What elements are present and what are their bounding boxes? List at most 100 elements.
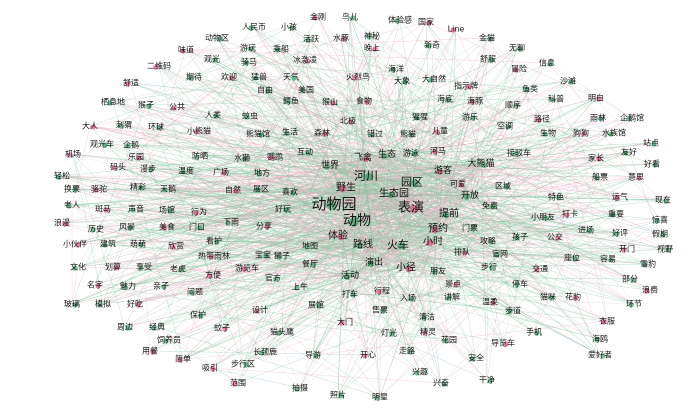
- network-edge: [386, 154, 504, 187]
- network-edge: [425, 21, 631, 280]
- network-edge: [345, 187, 635, 305]
- node-label: 体验: [328, 229, 348, 242]
- network-edge: [349, 275, 535, 333]
- network-edge: [123, 124, 491, 303]
- node-label: 熊猫馆: [246, 129, 270, 139]
- network-edge: [102, 208, 139, 245]
- node-label: 猴山: [322, 97, 338, 107]
- network-edge: [379, 193, 395, 311]
- network-edge: [432, 241, 450, 341]
- network-edge: [448, 185, 504, 215]
- node-marker: [138, 242, 144, 248]
- network-edge: [480, 163, 609, 260]
- network-edge: [386, 154, 556, 238]
- node-label: 船票: [592, 172, 608, 182]
- network-edge: [410, 207, 601, 356]
- network-edge: [432, 132, 615, 243]
- network-edge: [362, 132, 549, 159]
- node-label: 接驳车: [507, 148, 531, 158]
- node-marker: [411, 179, 419, 187]
- node-marker: [462, 250, 468, 256]
- node-marker: [487, 378, 493, 384]
- node-marker: [513, 103, 519, 109]
- network-edge: [362, 244, 477, 359]
- network-edge: [127, 228, 439, 287]
- network-edge: [410, 117, 633, 154]
- node-label: 小熊猫: [187, 126, 211, 136]
- network-edge: [299, 207, 412, 389]
- node-marker: [636, 175, 642, 181]
- network-edge: [117, 154, 388, 168]
- network-edge: [407, 163, 482, 299]
- network-edge: [411, 181, 549, 298]
- network-edge: [474, 100, 637, 178]
- network-edge: [442, 170, 549, 298]
- network-edge: [107, 243, 351, 277]
- network-edge: [317, 16, 471, 197]
- network-edge: [71, 191, 291, 305]
- network-edge: [61, 175, 383, 292]
- node-marker: [294, 386, 300, 392]
- node-label: 轻松: [54, 171, 70, 181]
- node-label: 游泳: [403, 148, 419, 158]
- network-edge: [253, 26, 501, 255]
- network-edge: [401, 80, 409, 135]
- network-edge: [299, 286, 514, 312]
- network-edge: [489, 185, 504, 303]
- node-label: 海洋: [388, 64, 404, 74]
- node-marker: [594, 337, 600, 343]
- network-edge: [337, 236, 521, 396]
- network-edge: [395, 68, 439, 272]
- network-edge: [130, 82, 168, 228]
- node-label: 老人: [64, 200, 80, 210]
- node-marker: [210, 366, 216, 372]
- node-label: 路径: [534, 114, 550, 124]
- node-marker: [248, 25, 254, 31]
- node-label: 吸引: [202, 364, 218, 373]
- node-label: 企鹅: [123, 140, 139, 150]
- node-marker: [372, 46, 378, 52]
- node-marker: [564, 212, 570, 218]
- node-label: 打车: [342, 289, 358, 299]
- network-edge: [469, 58, 489, 197]
- network-edge: [555, 98, 608, 322]
- network-edge: [242, 283, 454, 365]
- node-marker: [596, 156, 602, 162]
- node-label: 小时: [423, 236, 443, 248]
- network-edge: [102, 76, 359, 305]
- network-edge: [71, 204, 283, 333]
- node-marker: [194, 154, 200, 160]
- network-edge: [362, 244, 369, 356]
- node-marker: [305, 37, 311, 43]
- node-marker: [450, 27, 456, 33]
- node-marker: [405, 265, 413, 273]
- network-edge: [329, 101, 399, 246]
- network-edge: [337, 16, 351, 396]
- node-label: 宝宝: [255, 250, 271, 260]
- node-marker: [167, 208, 173, 214]
- node-marker: [213, 113, 219, 119]
- network-edge: [379, 236, 556, 398]
- network-edge: [442, 170, 601, 356]
- network-edge: [386, 154, 651, 291]
- node-label: 活跃: [303, 34, 319, 44]
- node-label: 衣服: [599, 316, 615, 326]
- node-marker: [630, 277, 636, 283]
- network-edge: [469, 195, 601, 356]
- node-marker: [513, 151, 519, 157]
- node-label: 二维码: [147, 61, 171, 71]
- node-marker: [426, 20, 432, 26]
- node-label: 河川: [354, 169, 378, 183]
- network-edge: [102, 291, 196, 305]
- network-edge: [260, 188, 412, 209]
- network-edge: [487, 58, 621, 198]
- node-label: 餐厅: [302, 260, 318, 269]
- node-marker: [265, 88, 271, 94]
- node-marker: [214, 239, 220, 245]
- node-marker: [614, 231, 620, 237]
- node-marker: [488, 239, 494, 245]
- node-label: 入场: [400, 294, 416, 303]
- node-marker: [189, 290, 195, 296]
- network-edge: [442, 170, 504, 344]
- network-edge: [155, 126, 331, 167]
